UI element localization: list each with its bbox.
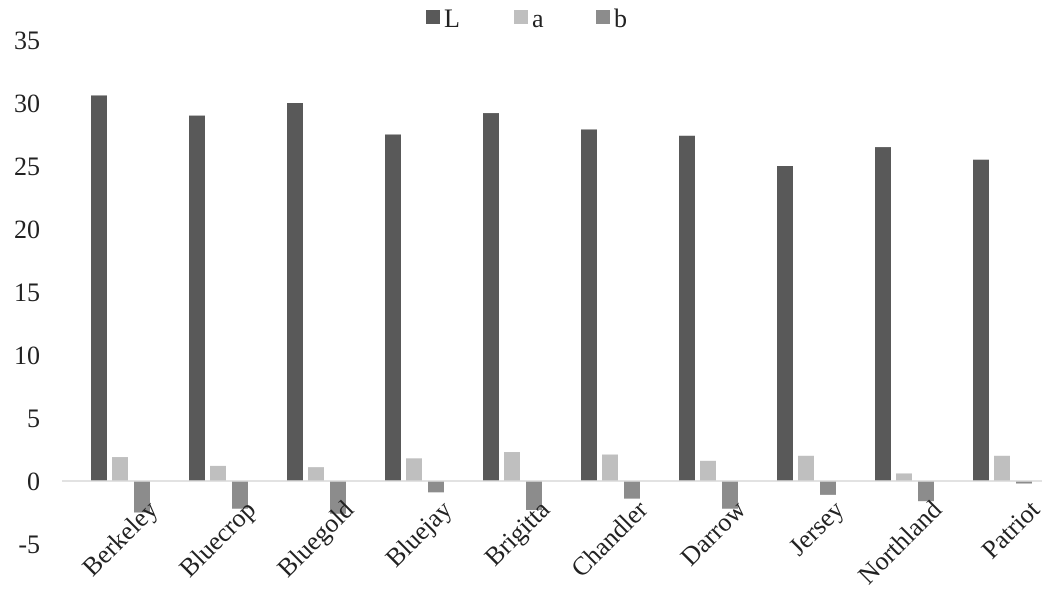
bar-a-brigitta bbox=[504, 452, 520, 481]
x-tick-label-darrow: Darrow bbox=[675, 495, 752, 572]
y-tick-label: 5 bbox=[27, 404, 40, 433]
x-tick-label-berkeley: Berkeley bbox=[76, 495, 163, 582]
bar-a-bluejay bbox=[406, 458, 422, 481]
legend-swatch-b bbox=[596, 10, 610, 24]
bar-a-chandler bbox=[602, 454, 618, 481]
bar-L-bluegold bbox=[287, 103, 303, 481]
legend: L a b bbox=[426, 4, 627, 33]
legend-label-a: a bbox=[532, 4, 544, 33]
bar-L-patriot bbox=[973, 159, 989, 481]
y-tick-label: 20 bbox=[14, 215, 40, 244]
bar-b-brigitta bbox=[526, 481, 542, 510]
x-tick-label-patriot: Patriot bbox=[976, 494, 1046, 564]
bar-b-darrow bbox=[722, 481, 738, 509]
bar-b-patriot bbox=[1016, 481, 1032, 484]
x-tick-label-chandler: Chandler bbox=[565, 495, 653, 583]
bar-L-brigitta bbox=[483, 113, 499, 481]
bar-a-patriot bbox=[994, 455, 1010, 481]
x-tick-label-brigitta: Brigitta bbox=[479, 494, 556, 571]
bar-b-berkeley bbox=[134, 481, 150, 513]
bars bbox=[91, 95, 1032, 514]
y-tick-label: 35 bbox=[14, 26, 40, 55]
legend-swatch-L bbox=[426, 10, 440, 24]
bar-b-bluecrop bbox=[232, 481, 248, 509]
bar-b-northland bbox=[918, 481, 934, 502]
bar-L-chandler bbox=[581, 129, 597, 481]
bar-L-bluejay bbox=[385, 134, 401, 481]
bar-L-berkeley bbox=[91, 95, 107, 481]
legend-label-L: L bbox=[444, 4, 460, 33]
legend-swatch-a bbox=[514, 10, 528, 24]
bar-a-northland bbox=[896, 473, 912, 481]
bar-L-bluecrop bbox=[189, 115, 205, 481]
x-tick-label-jersey: Jersey bbox=[783, 495, 849, 561]
bar-a-darrow bbox=[700, 460, 716, 481]
bar-b-chandler bbox=[624, 481, 640, 499]
y-axis: 35 30 25 20 15 10 5 0 -5 bbox=[14, 26, 40, 559]
x-tick-label-bluecrop: Bluecrop bbox=[173, 495, 261, 583]
x-tick-label-bluejay: Bluejay bbox=[380, 495, 458, 573]
y-tick-label: 25 bbox=[14, 152, 40, 181]
bar-L-darrow bbox=[679, 135, 695, 481]
bar-b-bluejay bbox=[428, 481, 444, 493]
legend-label-b: b bbox=[614, 4, 627, 33]
y-tick-label: -5 bbox=[18, 530, 40, 559]
x-tick-label-northland: Northland bbox=[852, 495, 947, 590]
y-tick-label: 0 bbox=[27, 467, 40, 496]
x-tick-label-bluegold: Bluegold bbox=[271, 495, 359, 583]
bar-b-bluegold bbox=[330, 481, 346, 514]
bar-a-jersey bbox=[798, 455, 814, 481]
bar-L-northland bbox=[875, 147, 891, 481]
y-tick-label: 10 bbox=[14, 341, 40, 370]
bar-a-bluecrop bbox=[210, 465, 226, 481]
x-axis: Berkeley Bluecrop Bluegold Bluejay Brigitta C… bbox=[76, 494, 1045, 590]
y-tick-label: 30 bbox=[14, 89, 40, 118]
bar-L-jersey bbox=[777, 166, 793, 481]
bar-a-bluegold bbox=[308, 467, 324, 481]
bar-b-jersey bbox=[820, 481, 836, 495]
bar-a-berkeley bbox=[112, 457, 128, 481]
y-tick-label: 15 bbox=[14, 278, 40, 307]
